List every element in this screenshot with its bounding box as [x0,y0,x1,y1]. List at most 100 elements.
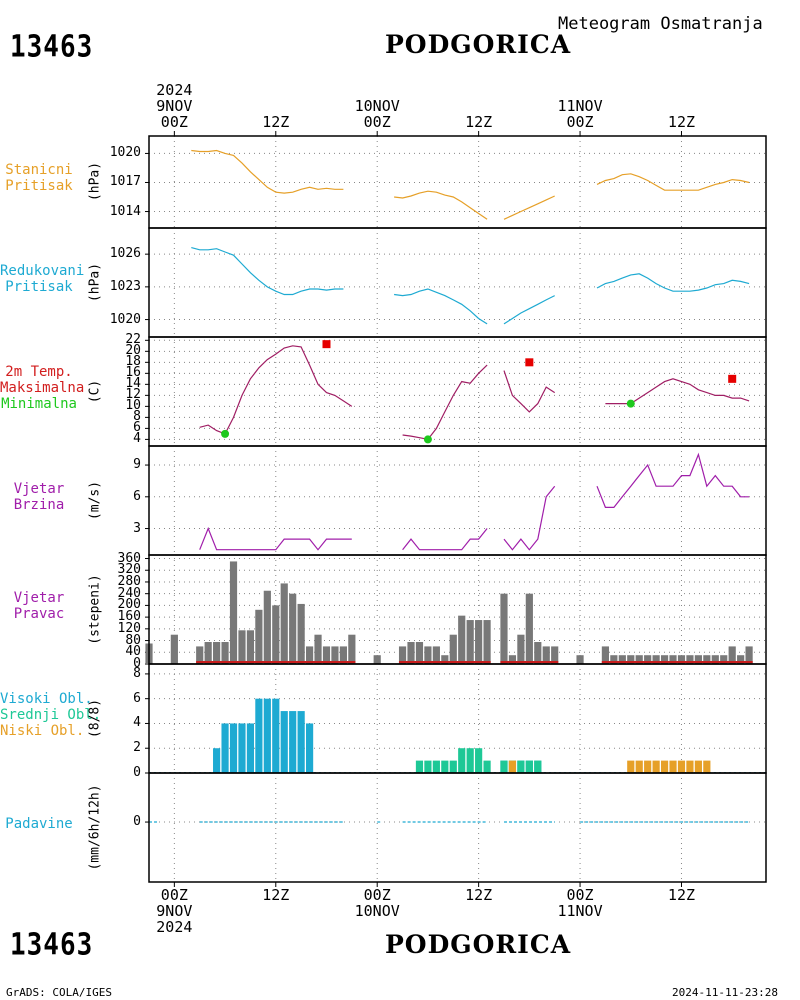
wind-direction-bar [508,655,517,664]
y-tick-label: 10 [125,398,141,414]
panel-label: Pravac [13,605,65,622]
series-line [402,364,488,441]
panel-label: Srednji Obl. [0,706,102,723]
cloud-bar [246,723,255,773]
cloud-bar [263,698,271,773]
wind-direction-bar [441,655,449,664]
bottom-time-label: 9NOV [156,902,193,920]
y-tick-label: 120 [117,620,141,636]
wind-direction-bar [745,646,753,664]
cloud-bar [441,760,449,773]
y-tick-label: 12 [125,387,141,403]
cloud-bar [525,760,533,773]
cloud-bar [221,723,229,773]
panel-label: Niski Obl. [0,722,85,739]
bottom-time-label: 10NOV [354,902,400,920]
wind-direction-bar [728,646,736,664]
wind-direction-bar [331,646,339,664]
y-tick-label: 1026 [109,246,141,262]
cloud-bar [466,748,474,773]
top-time-label: 10NOV [354,97,400,115]
wind-direction-bar [196,646,204,664]
wind-direction-bar [601,646,610,664]
top-time-label: 00Z [160,113,188,131]
wind-direction-bar [500,593,508,664]
cloud-bar [500,760,508,773]
wind-direction-bar [229,561,238,664]
cloud-bar [703,760,711,773]
wind-direction-bar [322,646,331,664]
top-time-label: 11NOV [557,97,603,115]
panel-frame-stp [148,135,767,229]
cloud-bar [635,760,643,773]
cloud-bar [483,760,491,773]
top-time-label: 12Z [262,113,290,131]
y-tick-label: 240 [117,585,141,601]
wind-direction-bar [246,630,255,664]
city-name-bottom: PODGORICA [385,930,572,959]
cloud-bar [694,760,702,773]
wind-direction-bar [694,655,702,664]
series-line [596,273,750,292]
y-tick-label: 16 [125,365,141,381]
cloud-bar [305,723,314,773]
series-line [503,370,556,413]
cloud-bar [280,711,288,773]
wind-direction-bar [170,634,178,664]
max-temp-marker [322,340,331,349]
cloud-bar [272,698,280,773]
wind-direction-bar [221,642,229,664]
y-tick-label: 0 [133,814,141,830]
top-time-label: 12Z [465,113,493,131]
cloud-bar [686,760,694,773]
wind-direction-bar [348,634,356,664]
wind-direction-bar [449,634,457,664]
city-name-top: PODGORICA [385,30,572,59]
panel-label: Minimalna [1,395,77,412]
series-line [394,288,488,325]
top-time-label: 12Z [667,113,696,131]
y-tick-label: 3 [133,520,141,536]
panel-label: Brzina [13,496,65,513]
wind-direction-bar [458,615,466,664]
max-temp-marker [525,358,534,367]
bottom-time-label: 00Z [363,886,391,904]
series-line [596,452,750,508]
wind-direction-bar [737,655,745,664]
min-temp-marker [626,399,635,408]
panel-label: Redukovani [0,262,85,279]
bottom-time-label: 00Z [566,886,594,904]
wind-direction-bar [576,655,584,664]
panel-label: Pritisak [5,178,73,194]
panel-frame-pr [148,772,767,883]
cloud-bar [475,748,483,773]
y-tick-label: 1017 [109,174,141,190]
series-line [503,485,556,551]
cloud-bar [627,760,635,773]
cloud-bar [534,760,542,773]
series-line [596,173,750,191]
y-tick-label: 1014 [109,203,141,219]
y-tick-label: 160 [117,609,141,625]
cloud-bar [255,698,263,773]
series-line [503,195,555,220]
series-line [191,149,344,194]
series-line [199,526,352,551]
panel-label: Visoki Obl. [0,690,93,707]
y-tick-label: 0 [133,765,141,780]
wind-direction-bar [551,646,559,664]
wind-direction-bar [255,609,263,664]
series-line [503,295,555,325]
wind-direction-bar [517,634,525,664]
wind-direction-bar [669,655,677,664]
wind-direction-bar [280,583,288,664]
y-tick-label: 4 [133,715,141,731]
cloud-bar [289,711,297,773]
wind-direction-bar [297,603,305,664]
wind-direction-bar [263,590,271,664]
wind-direction-bar [424,646,432,664]
bottom-time-label: 00Z [160,886,188,904]
y-tick-label: 80 [125,632,141,648]
y-tick-label: 1020 [109,145,141,161]
